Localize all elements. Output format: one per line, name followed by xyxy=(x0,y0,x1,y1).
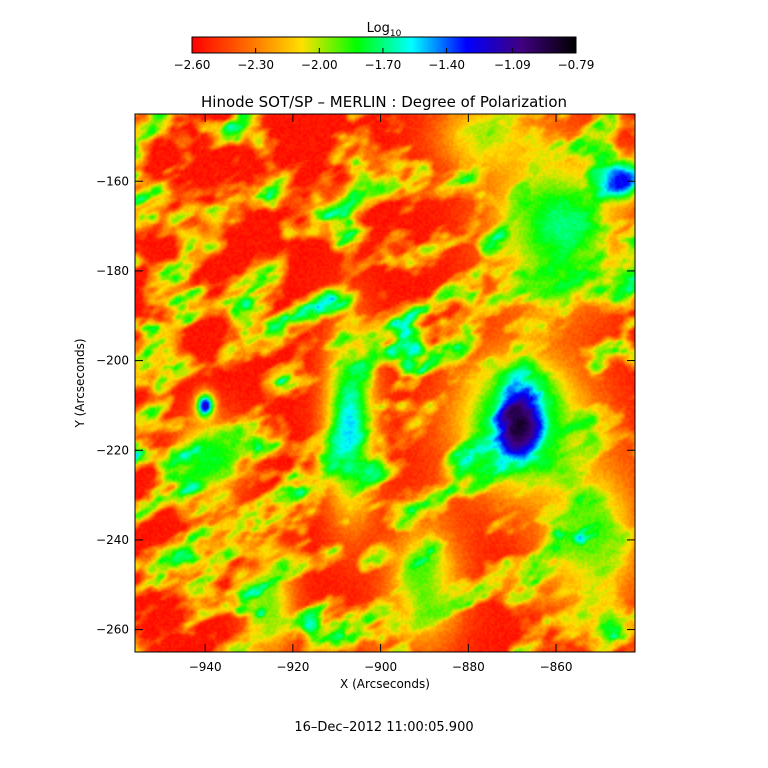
y-tick-label: −160 xyxy=(96,174,129,188)
chart-title: Hinode SOT/SP – MERLIN : Degree of Polar… xyxy=(201,93,567,111)
y-tick-label: −240 xyxy=(96,533,129,547)
x-tick-label: −900 xyxy=(364,660,397,674)
plot-frame xyxy=(134,113,636,653)
x-tick-label: −920 xyxy=(276,660,309,674)
colorbar-tick-label: −1.09 xyxy=(494,58,531,72)
colorbar-label: Log10 xyxy=(367,21,402,39)
colorbar-tick-label: −1.40 xyxy=(428,58,465,72)
y-axis-label: Y (Arcseconds) xyxy=(73,338,87,428)
colorbar-tick-label: −2.30 xyxy=(237,58,274,72)
timestamp: 16–Dec–2012 11:00:05.900 xyxy=(294,720,473,735)
x-tick-label: −880 xyxy=(452,660,485,674)
x-axis-label: X (Arcseconds) xyxy=(340,677,430,691)
colorbar-tick-label: −2.60 xyxy=(174,58,211,72)
x-tick-label: −860 xyxy=(540,660,573,674)
colorbar-tick-label: −2.00 xyxy=(301,58,338,72)
x-tick-label: −940 xyxy=(189,660,222,674)
heatmap-area xyxy=(135,114,635,652)
y-tick-label: −200 xyxy=(96,354,129,368)
colorbar-ticks: −2.60 −2.30 −2.00 −1.70 −1.40 −1.09 −0.79 xyxy=(174,48,595,72)
y-tick-label: −180 xyxy=(96,264,129,278)
x-axis-ticks: −940 −920 −900 −880 −860 xyxy=(189,114,573,674)
colorbar xyxy=(191,36,577,54)
y-axis-ticks: −260 −240 −220 −200 −180 −160 xyxy=(96,174,635,637)
heatmap-image xyxy=(135,114,635,652)
colorbar-tick-label: −1.70 xyxy=(365,58,402,72)
colorbar-tick-label: −0.79 xyxy=(558,58,595,72)
y-tick-label: −260 xyxy=(96,623,129,637)
y-tick-label: −220 xyxy=(96,443,129,457)
